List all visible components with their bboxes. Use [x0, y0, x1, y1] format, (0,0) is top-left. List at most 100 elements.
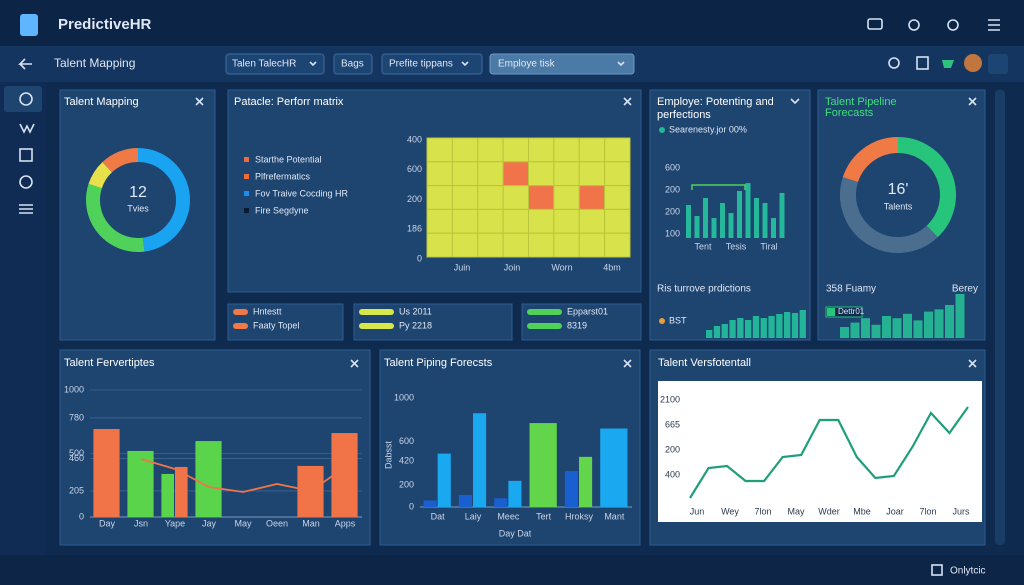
donut-segment — [897, 137, 956, 238]
line — [140, 458, 346, 493]
nav-icon[interactable] — [19, 175, 33, 189]
panel-title: Talent Fervertiptes — [64, 357, 155, 369]
avatar[interactable] — [964, 54, 982, 72]
x-tick-label: Oeen — [266, 518, 288, 528]
filter-label: Employe tisk — [498, 59, 556, 70]
matrix-cell — [578, 137, 606, 163]
x-tick-label: Jsn — [134, 518, 148, 528]
bar — [762, 203, 768, 238]
y-tick-label: 780 — [69, 412, 84, 422]
header-bar — [0, 0, 1024, 46]
panel-title: Employe: Potenting and — [657, 96, 774, 108]
matrix-cell — [553, 185, 580, 210]
card-text: Py 2218 — [399, 320, 432, 330]
y-tick-label: 420 — [399, 456, 414, 466]
bar — [494, 498, 508, 507]
donut-segment — [88, 162, 113, 189]
bar — [745, 320, 752, 338]
bar — [892, 318, 902, 338]
y-tick-label: 1000 — [394, 392, 414, 402]
x-tick-label: Wey — [721, 506, 739, 516]
panel-title: perfections — [657, 109, 711, 121]
matrix-cell — [604, 232, 631, 258]
profile-menu[interactable] — [988, 54, 1008, 74]
collapse-button[interactable] — [790, 98, 800, 105]
bar — [955, 294, 965, 338]
bar — [529, 423, 557, 507]
card-swatch — [527, 309, 562, 315]
bar — [924, 311, 933, 338]
matrix-cell — [426, 232, 453, 258]
chart-area — [658, 381, 982, 522]
sidebar — [0, 82, 46, 585]
bar — [850, 322, 860, 338]
legend-swatch — [244, 174, 249, 179]
bar — [458, 495, 472, 507]
card-swatch — [233, 323, 248, 329]
x-tick-label: Mbe — [853, 506, 871, 516]
x-tick-label: Wder — [818, 506, 840, 516]
y-tick-label: 0 — [409, 501, 414, 511]
filter[interactable] — [381, 53, 483, 75]
social-icon[interactable] — [942, 60, 954, 68]
card-swatch — [233, 309, 248, 315]
users-icon[interactable] — [908, 19, 920, 31]
legend-label: Fov Traive Cocding HR — [255, 188, 349, 198]
card-swatch — [359, 323, 394, 329]
matrix-cell — [451, 208, 479, 234]
nav-icon[interactable] — [19, 148, 33, 162]
filter[interactable] — [225, 53, 325, 75]
bar — [745, 183, 751, 238]
nav-icon[interactable] — [19, 204, 33, 214]
share-icon[interactable] — [916, 56, 929, 70]
nav-icon[interactable] — [19, 123, 35, 134]
x-tick-label: Jay — [202, 518, 217, 528]
y-tick-label: 200 — [665, 206, 680, 216]
legend-swatch — [244, 191, 249, 196]
bar — [728, 213, 734, 238]
filters: Talen TalecHR Bags Prefite tippans Emplo… — [225, 53, 635, 75]
matrix-cell — [426, 161, 453, 187]
bar — [752, 316, 760, 338]
y-tick-label: 600 — [665, 162, 680, 172]
nav-icon[interactable] — [19, 92, 33, 106]
bar — [737, 318, 744, 338]
x-tick-label: Joar — [886, 506, 904, 516]
x-tick-label: May — [234, 518, 252, 528]
x-tick-label: 7lon — [919, 506, 936, 516]
x-tick-label: Tert — [536, 511, 552, 521]
nav-active[interactable] — [4, 86, 42, 112]
x-tick-label: 7lon — [754, 506, 771, 516]
back-button[interactable] — [18, 58, 32, 70]
panel — [59, 89, 216, 341]
x-tick-label: Juin — [454, 262, 471, 272]
matrix-cell — [477, 161, 504, 187]
bar — [703, 197, 708, 238]
notifications-icon[interactable] — [867, 18, 883, 30]
x-tick-label: Join — [504, 262, 521, 272]
matrix-cell — [553, 208, 580, 234]
scrollbar[interactable] — [995, 90, 1005, 545]
bar — [473, 413, 487, 507]
logo — [20, 14, 38, 36]
filter[interactable] — [489, 53, 635, 75]
matrix-cell — [528, 185, 555, 210]
stat-label: Berey — [952, 284, 978, 295]
y-tick-label: 100 — [665, 228, 680, 238]
matrix-cell — [553, 161, 580, 187]
legend-swatch — [244, 208, 249, 213]
filter[interactable] — [333, 53, 373, 75]
menu-icon[interactable] — [988, 19, 1000, 31]
legend-label: Starthe Potential — [255, 154, 322, 164]
matrix-cell — [604, 137, 631, 163]
y-tick-label: 400 — [407, 134, 422, 144]
close-buttons[interactable] — [195, 97, 977, 368]
matrix-cell — [502, 185, 529, 210]
x-tick-label: Tesis — [726, 241, 747, 251]
page-title: Talent Mapping — [54, 56, 135, 70]
donut-segment — [840, 177, 938, 253]
apps-icon[interactable] — [947, 19, 959, 31]
search-icon[interactable] — [888, 57, 900, 69]
panel-title: Talent Piping Forecsts — [384, 357, 493, 369]
bar — [437, 453, 451, 507]
